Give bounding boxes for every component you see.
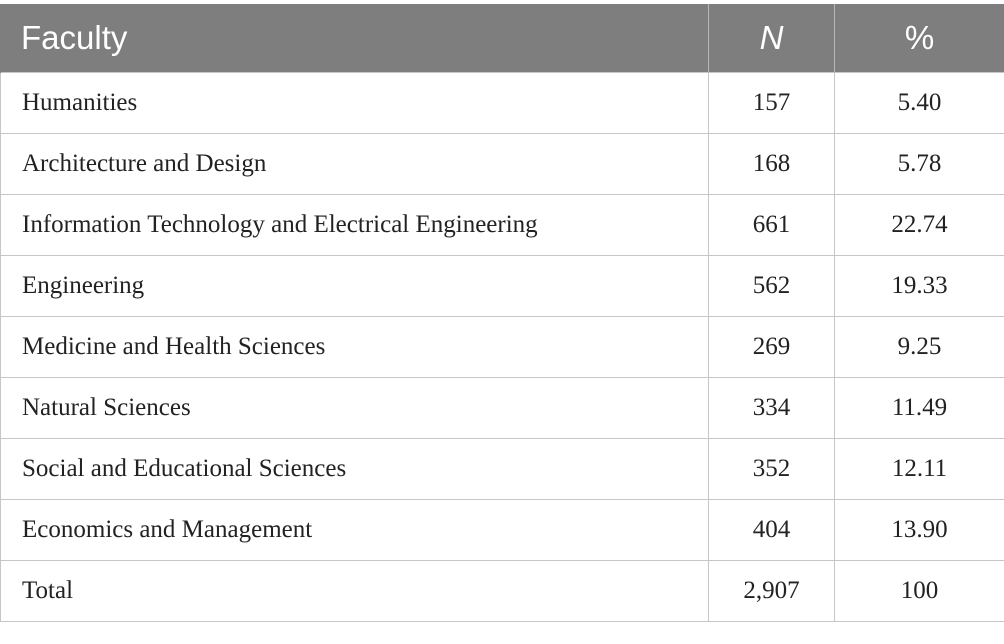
n-cell: 562	[708, 255, 835, 317]
percent-cell: 5.40	[834, 72, 1004, 134]
header-percent: %	[834, 4, 1004, 73]
n-cell: 661	[708, 194, 835, 256]
total-row: Total 2,907 100	[0, 560, 1004, 622]
table-row: Economics and Management 404 13.90	[0, 499, 1004, 561]
percent-cell: 22.74	[834, 194, 1004, 256]
n-cell: 352	[708, 438, 835, 500]
faculty-cell: Information Technology and Electrical En…	[0, 194, 709, 256]
percent-cell: 13.90	[834, 499, 1004, 561]
faculty-cell: Engineering	[0, 255, 709, 317]
n-cell: 404	[708, 499, 835, 561]
percent-cell: 11.49	[834, 377, 1004, 439]
table-body: Humanities 157 5.40 Architecture and Des…	[0, 72, 1004, 622]
percent-cell: 12.11	[834, 438, 1004, 500]
table-header: Faculty N %	[0, 4, 1004, 73]
table-row: Humanities 157 5.40	[0, 72, 1004, 134]
faculty-cell: Architecture and Design	[0, 133, 709, 195]
n-cell: 334	[708, 377, 835, 439]
faculty-table: Faculty N % Humanities 157 5.40 Architec…	[0, 4, 1004, 622]
n-cell: 157	[708, 72, 835, 134]
faculty-cell: Economics and Management	[0, 499, 709, 561]
faculty-cell: Medicine and Health Sciences	[0, 316, 709, 378]
header-faculty: Faculty	[0, 4, 709, 73]
header-row: Faculty N %	[0, 4, 1004, 73]
total-percent-cell: 100	[834, 560, 1004, 622]
table-row: Information Technology and Electrical En…	[0, 194, 1004, 256]
faculty-cell: Natural Sciences	[0, 377, 709, 439]
faculty-cell: Humanities	[0, 72, 709, 134]
header-n: N	[708, 4, 835, 73]
percent-cell: 19.33	[834, 255, 1004, 317]
faculty-cell: Social and Educational Sciences	[0, 438, 709, 500]
table-row: Engineering 562 19.33	[0, 255, 1004, 317]
percent-cell: 9.25	[834, 316, 1004, 378]
table-row: Medicine and Health Sciences 269 9.25	[0, 316, 1004, 378]
table-row: Architecture and Design 168 5.78	[0, 133, 1004, 195]
n-cell: 269	[708, 316, 835, 378]
total-n-cell: 2,907	[708, 560, 835, 622]
n-cell: 168	[708, 133, 835, 195]
percent-cell: 5.78	[834, 133, 1004, 195]
faculty-table-container: Faculty N % Humanities 157 5.40 Architec…	[0, 4, 1004, 622]
table-row: Natural Sciences 334 11.49	[0, 377, 1004, 439]
table-row: Social and Educational Sciences 352 12.1…	[0, 438, 1004, 500]
total-label-cell: Total	[0, 560, 709, 622]
